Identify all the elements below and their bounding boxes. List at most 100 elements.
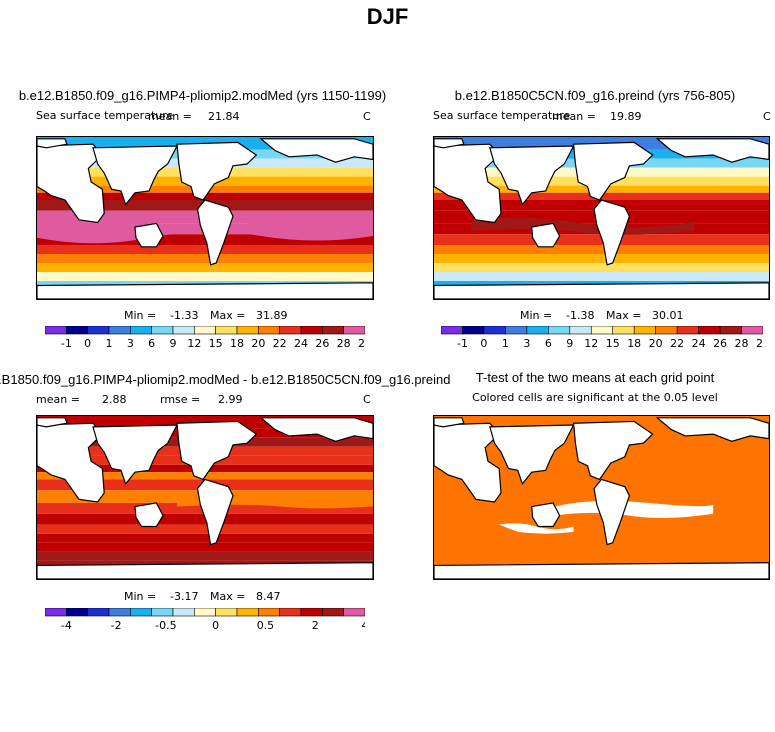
panel3-land-2 bbox=[93, 425, 177, 484]
panel2-colorbar-label-14: 28 bbox=[735, 337, 749, 350]
panel2-colorbar-label-1: -1 bbox=[457, 337, 468, 350]
panel3-rmse-label: rmse = bbox=[160, 393, 201, 406]
panel3-colorbar-label-6: 2 bbox=[312, 619, 319, 632]
panel1-colorbar-label-8: 15 bbox=[209, 337, 223, 350]
panel2-colorbar-label-7: 12 bbox=[584, 337, 598, 350]
panel2-colorbar-swatch-8 bbox=[590, 325, 614, 335]
panel4-band-2 bbox=[554, 500, 714, 518]
panel2-colorbar-label-2: 0 bbox=[480, 337, 487, 350]
panel3-colorbar-swatch-5 bbox=[130, 607, 152, 617]
panel3-colorbar-swatch-15 bbox=[343, 607, 366, 617]
panel4-title: T-test of the two means at each grid poi… bbox=[475, 370, 715, 385]
panel3-colorbar-swatch-7 bbox=[172, 607, 195, 617]
panel3-band-15 bbox=[37, 551, 373, 561]
panel3-colorbar-label-5: 0.5 bbox=[257, 619, 275, 632]
panel1-land-3 bbox=[135, 223, 163, 246]
panel1-colorbar-swatch-8 bbox=[194, 325, 216, 335]
panel1-colorbar-label-2: 0 bbox=[84, 337, 91, 350]
panel4-subtitle: Colored cells are significant at the 0.0… bbox=[472, 391, 718, 404]
panel1-colorbar-label-13: 26 bbox=[315, 337, 329, 350]
panel1-colorbar-svg: -1 0 1 3 6 9 12 15 18 20 22 24 26 28 29 bbox=[44, 325, 372, 350]
panel1-band-12 bbox=[37, 245, 373, 254]
panel3-colorbar-svg: -4 -2 -0.5 0 0.5 2 4 bbox=[44, 607, 369, 632]
panel1-mean-value: 21.84 bbox=[208, 110, 240, 123]
panel2-colorbar-swatch-6 bbox=[548, 325, 571, 335]
panel2-colorbar-label-13: 26 bbox=[713, 337, 727, 350]
panel4-land-7 bbox=[434, 418, 464, 427]
panel2-land-7 bbox=[434, 139, 464, 148]
panel3-colorbar: -4 -2 -0.5 0 0.5 2 4 bbox=[44, 607, 369, 633]
panel3-colorbar-label-7: 4 bbox=[362, 619, 366, 632]
panel2-band-14 bbox=[434, 263, 769, 272]
panel3-max-label: Max = bbox=[210, 590, 246, 603]
panel1-colorbar: -1 0 1 3 6 9 12 15 18 20 22 24 26 28 29 bbox=[44, 325, 372, 351]
panel2-max-value: 30.01 bbox=[652, 309, 684, 322]
panel1-colorbar-swatch-1 bbox=[44, 325, 67, 335]
panel1-land-8 bbox=[37, 283, 373, 299]
panel2-land-6 bbox=[657, 139, 769, 162]
panel1-land-2 bbox=[93, 146, 177, 205]
panel3-map bbox=[36, 415, 374, 580]
panel2-colorbar-swatch-5 bbox=[526, 325, 549, 335]
panel3-colorbar-swatch-2 bbox=[66, 607, 88, 617]
panel3-land-5 bbox=[198, 479, 233, 544]
panel3-max-value: 8.47 bbox=[256, 590, 281, 603]
panel2-colorbar-label-10: 20 bbox=[649, 337, 663, 350]
panel1-title: b.e12.B1850.f09_g16.PIMP4-pliomip2.modMe… bbox=[18, 88, 387, 103]
panel1-band-14 bbox=[37, 263, 373, 272]
panel2-land-4 bbox=[574, 142, 653, 200]
panel1-colorbar-label-9: 18 bbox=[230, 337, 244, 350]
panel1-colorbar-label-15: 29 bbox=[358, 337, 365, 350]
panel1-mean-label: mean = bbox=[148, 110, 192, 123]
panel1-colorbar-swatch-13 bbox=[300, 325, 323, 335]
panel2-colorbar-label-12: 24 bbox=[692, 337, 706, 350]
panel2-colorbar-label-9: 18 bbox=[627, 337, 641, 350]
panel2-colorbar-swatch-14 bbox=[719, 325, 742, 335]
page-title: DJF bbox=[366, 4, 409, 29]
panel1-colorbar-label-12: 24 bbox=[294, 337, 308, 350]
panel2-band-13 bbox=[434, 254, 769, 263]
panel3-rmse-value: 2.99 bbox=[218, 393, 243, 406]
panel2-band-15 bbox=[434, 272, 769, 281]
panel2-max-label: Max = bbox=[606, 309, 642, 322]
panel2-colorbar-label-8: 15 bbox=[606, 337, 620, 350]
panel1-colorbar-swatch-9 bbox=[215, 325, 238, 335]
panel1-land-4 bbox=[177, 142, 256, 200]
panel2-land-8 bbox=[434, 283, 769, 299]
panel4-land-3 bbox=[532, 503, 560, 527]
panel3-colorbar-swatch-3 bbox=[87, 607, 110, 617]
panel1-colorbar-swatch-7 bbox=[172, 325, 195, 335]
panel3-colorbar-swatch-4 bbox=[108, 607, 131, 617]
panel2-min-label: Min = bbox=[520, 309, 553, 322]
panel3-land-4 bbox=[177, 421, 256, 479]
panel3-mean-label: mean = bbox=[36, 393, 80, 406]
panel1-band-18 bbox=[37, 211, 373, 244]
panel1-min-label: Min = bbox=[124, 309, 157, 322]
panel2-colorbar-swatch-12 bbox=[676, 325, 699, 335]
panel2-colorbar-swatch-15 bbox=[741, 325, 764, 335]
panel2-colorbar-label-4: 3 bbox=[523, 337, 530, 350]
panel2-colorbar-label-11: 22 bbox=[670, 337, 684, 350]
panel1-colorbar-swatch-5 bbox=[130, 325, 152, 335]
panel1-land-7 bbox=[37, 139, 67, 148]
panel3-colorbar-swatch-11 bbox=[258, 607, 280, 617]
panel3-colorbar-swatch-13 bbox=[300, 607, 323, 617]
panel3-colorbar-label-1: -4 bbox=[61, 619, 72, 632]
panel2-band-12 bbox=[434, 245, 769, 254]
panel1-colorbar-swatch-6 bbox=[151, 325, 174, 335]
panel1-colorbar-label-14: 28 bbox=[337, 337, 351, 350]
panel3-min-label: Min = bbox=[124, 590, 157, 603]
panel2-colorbar-label-6: 9 bbox=[566, 337, 573, 350]
panel3-unit: C bbox=[363, 393, 371, 406]
panel3-band-14 bbox=[37, 542, 373, 552]
panel4-map bbox=[433, 415, 770, 580]
panel1-colorbar-swatch-10 bbox=[236, 325, 259, 335]
panel1-map bbox=[36, 136, 374, 300]
panel2-mean-label: mean = bbox=[552, 110, 596, 123]
panel1-var-label: Sea surface temperature bbox=[36, 109, 174, 122]
panel1-colorbar-label-7: 12 bbox=[187, 337, 201, 350]
panel2-min-value: -1.38 bbox=[566, 309, 595, 322]
panel2-land-2 bbox=[490, 146, 574, 205]
panel4-land-2 bbox=[490, 425, 574, 484]
panel2-mean-value: 19.89 bbox=[610, 110, 642, 123]
